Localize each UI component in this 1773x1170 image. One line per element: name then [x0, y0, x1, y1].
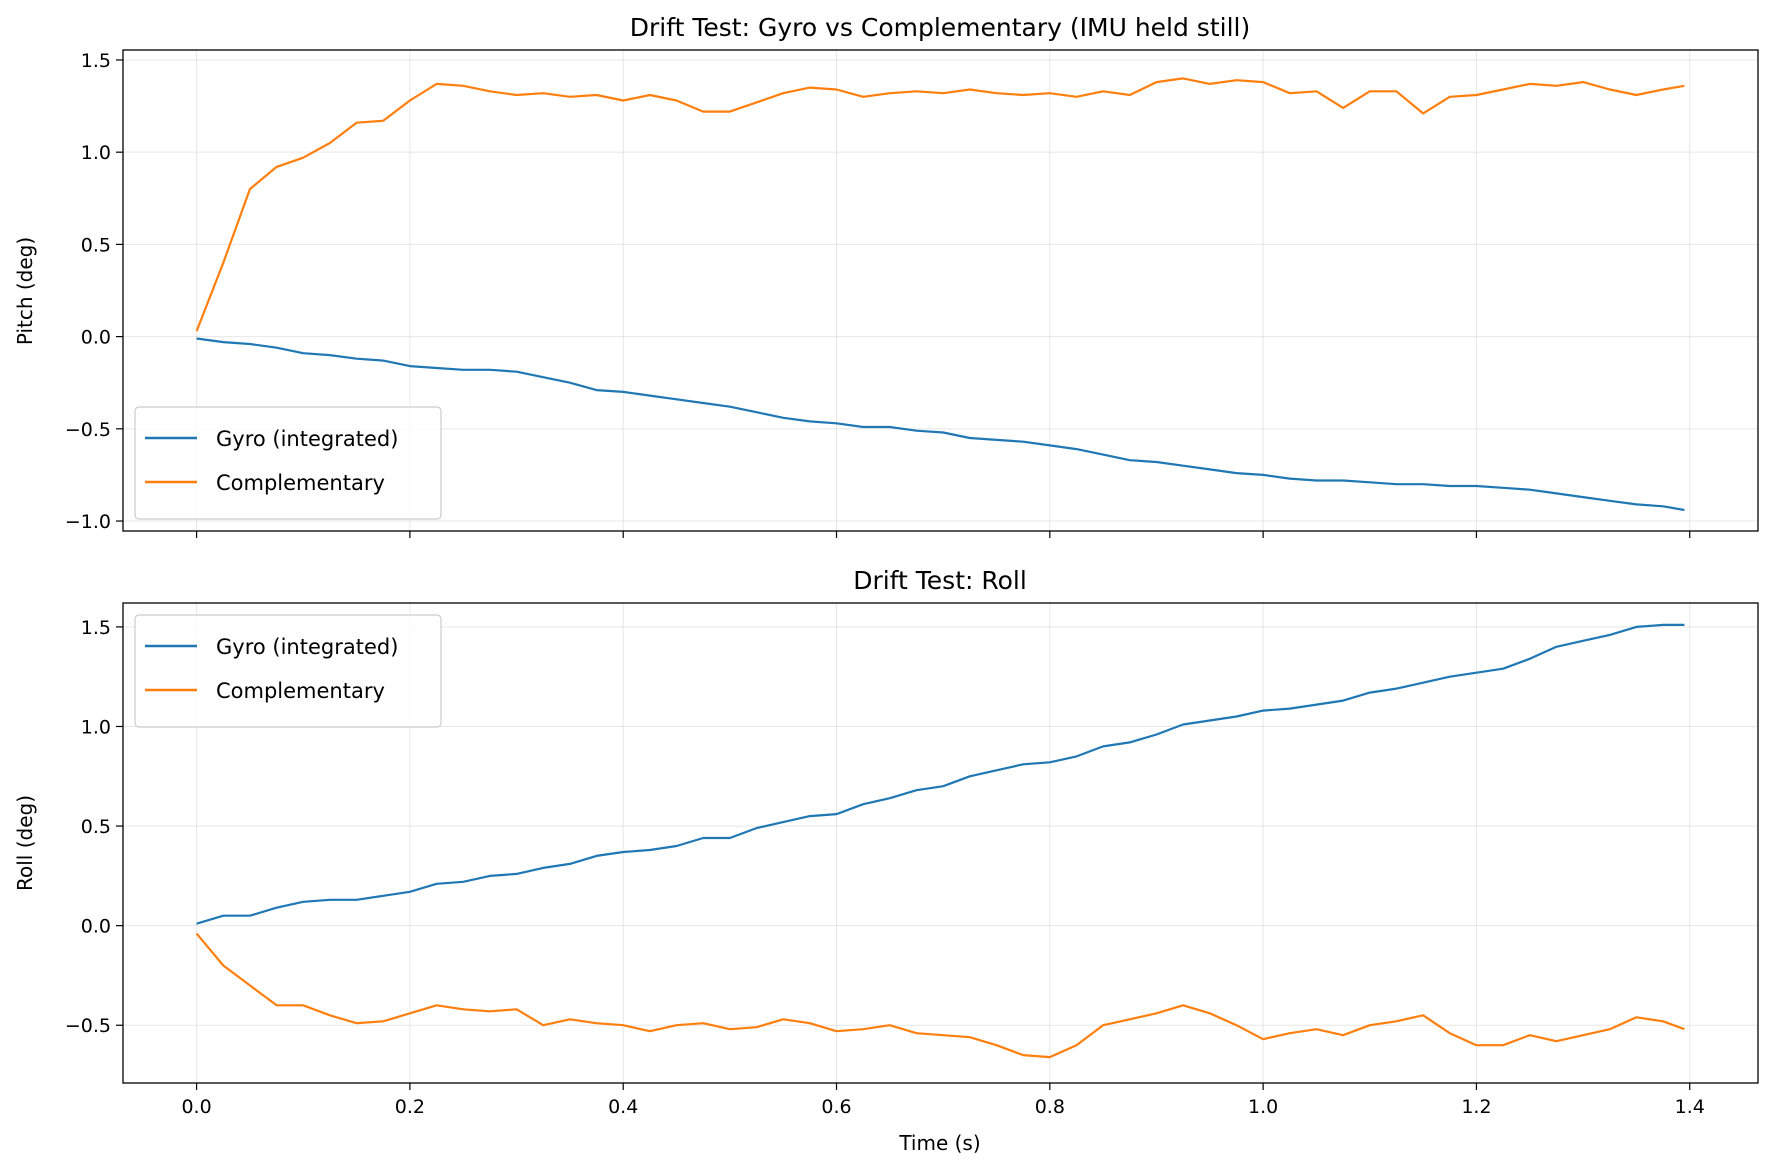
- roll-y-tick-label: −0.5: [65, 1015, 111, 1037]
- roll-series-complementary-line: [195, 932, 1685, 1059]
- roll-y-tick-label: 0.0: [81, 916, 111, 938]
- roll-x-tick-label: 1.2: [1461, 1096, 1491, 1118]
- pitch-axes: −1.0 −0.5 0.0 0.5 1.0 1.5 Gyro (integrated) Com…: [65, 49, 1759, 538]
- roll-axes-frame: [122, 602, 1759, 1084]
- roll-legend-label: Gyro (integrated): [216, 635, 398, 659]
- roll-y-tick-label: 0.5: [81, 816, 111, 838]
- roll-chart-title: Drift Test: Roll: [853, 566, 1027, 595]
- pitch-y-tick-label: −0.5: [65, 419, 111, 441]
- roll-legend-box: [134, 614, 442, 728]
- roll-y-axis-label: Roll (deg): [13, 795, 37, 891]
- pitch-axes-frame: [122, 49, 1759, 532]
- pitch-y-axis-label: Pitch (deg): [13, 237, 37, 345]
- roll-series-gyro-line: [196, 623, 1685, 925]
- roll-x-tick-label: 1.4: [1675, 1096, 1705, 1118]
- pitch-y-tick-label: 1.0: [81, 142, 111, 164]
- pitch-y-tick-label: 1.5: [81, 50, 111, 72]
- pitch-chart-title: Drift Test: Gyro vs Complementary (IMU h…: [630, 13, 1250, 42]
- pitch-legend-label: Gyro (integrated): [216, 427, 398, 451]
- pitch-legend: Gyro (integrated) Complementary: [134, 406, 442, 520]
- roll-axes: 0.0 0.2 0.4 0.6 0.8 1.0 1.2 1.4 −0.5 0.0 0.5 1.0 1.5…: [65, 602, 1759, 1118]
- roll-x-tick-label: 0.4: [608, 1096, 638, 1118]
- x-axis-label: Time (s): [898, 1131, 980, 1155]
- roll-legend-label: Complementary: [216, 679, 385, 703]
- roll-y-tick-label: 1.0: [81, 716, 111, 738]
- pitch-legend-box: [134, 406, 442, 520]
- pitch-y-tick-label: 0.5: [81, 234, 111, 256]
- pitch-legend-label: Complementary: [216, 471, 385, 495]
- roll-x-tick-label: 0.8: [1035, 1096, 1065, 1118]
- roll-x-tick-label: 0.2: [395, 1096, 425, 1118]
- pitch-series-gyro-line: [196, 337, 1685, 512]
- pitch-series-complementary-line: [195, 77, 1685, 332]
- roll-x-tick-label: 1.0: [1248, 1096, 1278, 1118]
- pitch-y-tick-label: 0.0: [81, 327, 111, 349]
- roll-x-tick-label: 0.0: [181, 1096, 211, 1118]
- pitch-y-tick-label: −1.0: [65, 511, 111, 533]
- roll-legend: Gyro (integrated) Complementary: [134, 614, 442, 728]
- roll-y-tick-label: 1.5: [81, 617, 111, 639]
- roll-x-tick-label: 0.6: [821, 1096, 851, 1118]
